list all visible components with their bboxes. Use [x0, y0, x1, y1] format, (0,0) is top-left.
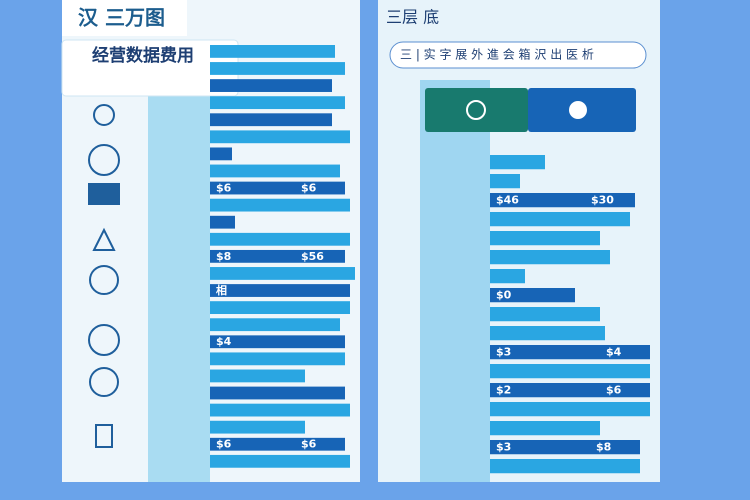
bar [490, 440, 640, 455]
card [425, 88, 528, 132]
icon [88, 324, 120, 356]
bar-label: $3 [496, 441, 511, 454]
bar-label: $8 [596, 441, 611, 454]
bar [210, 403, 350, 417]
icon [92, 227, 116, 251]
bar [490, 307, 600, 322]
banner-text: 三 | 实 字 展 外 進 会 箱 沢 出 医 析 [400, 47, 594, 62]
bar-label: $8 [216, 250, 231, 263]
icon [88, 144, 120, 176]
left-column [148, 40, 210, 482]
bar [490, 421, 600, 436]
bar [210, 386, 345, 400]
bar-label: $6 [606, 384, 622, 397]
icon [89, 367, 119, 397]
bar-label: $46 [496, 194, 519, 207]
bar [210, 437, 345, 451]
bar-label: $30 [591, 194, 614, 207]
bar-label: $2 [496, 384, 511, 397]
bar-label: $0 [496, 289, 512, 302]
bar [210, 147, 232, 161]
bar [210, 335, 345, 349]
bar [490, 155, 545, 170]
bar [490, 345, 650, 360]
bar [210, 45, 335, 58]
bar [210, 113, 332, 127]
bar [490, 364, 650, 379]
icon [89, 265, 119, 295]
card-icon [466, 100, 486, 120]
bar-label: $6 [301, 181, 317, 194]
icon [93, 104, 115, 126]
bar [490, 193, 635, 208]
bar [210, 96, 345, 110]
right-title: 三层 底 [386, 8, 439, 27]
bar [490, 174, 520, 189]
bar [490, 269, 525, 284]
banner [389, 41, 647, 69]
bar [210, 267, 355, 280]
bar-label: $6 [216, 181, 232, 194]
bar [210, 420, 305, 434]
bar [210, 301, 350, 315]
bar-label: $4 [216, 335, 232, 348]
bar-label: $6 [301, 438, 317, 451]
bar [210, 164, 340, 178]
card-icon [569, 101, 587, 119]
left-subtitle: 经营数据费用 [92, 45, 194, 66]
bar [210, 215, 235, 229]
bar [210, 284, 350, 297]
bar [210, 79, 332, 92]
left-title: 汉 三万图 [78, 6, 165, 30]
bar [490, 250, 610, 265]
bar [210, 198, 350, 212]
bar [490, 212, 630, 227]
bar [210, 454, 350, 468]
bar [490, 459, 640, 474]
bar [210, 232, 350, 246]
icon [88, 183, 120, 205]
bar-label: $4 [606, 346, 622, 359]
bar-label: 相 [216, 283, 227, 297]
bar [210, 249, 345, 263]
bar [490, 326, 605, 341]
bar [490, 288, 575, 303]
icons [88, 104, 120, 448]
bar [210, 62, 345, 75]
bar [210, 369, 305, 383]
bar-label: $6 [216, 438, 232, 451]
bar [210, 318, 340, 332]
bar [490, 383, 650, 398]
icon [95, 424, 113, 448]
bar [210, 181, 345, 195]
bar [210, 130, 350, 144]
bar [490, 402, 650, 417]
bar-label: $3 [496, 346, 511, 359]
bar-label: $56 [301, 250, 324, 263]
bar [210, 352, 345, 366]
bar [490, 231, 600, 246]
right-column [420, 80, 490, 482]
title-box [62, 0, 187, 36]
